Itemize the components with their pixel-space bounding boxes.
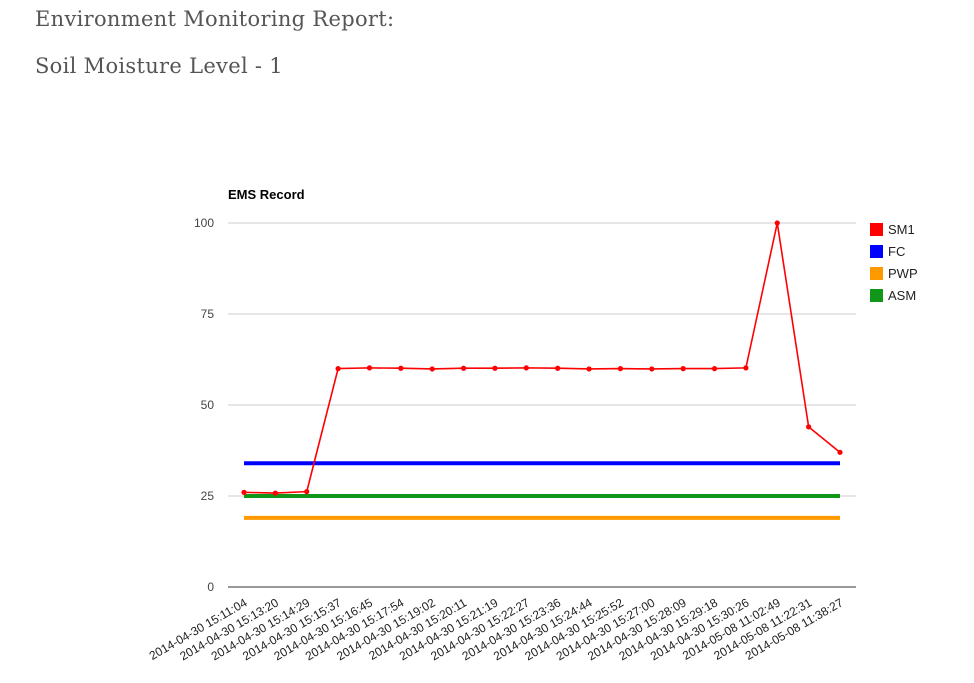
- legend-swatch-asm: [870, 289, 883, 302]
- legend-label-sm1[interactable]: SM1: [888, 222, 915, 237]
- report-subtitle: Soil Moisture Level - 1: [35, 54, 283, 78]
- data-point-sm1[interactable]: [555, 365, 561, 371]
- y-axis-labels: 0 25 50 75 100: [194, 216, 214, 594]
- report-header: Environment Monitoring Report: Soil Mois…: [35, 4, 394, 81]
- legend-label-asm[interactable]: ASM: [888, 288, 916, 303]
- data-point-sm1[interactable]: [366, 365, 373, 371]
- y-tick-label: 50: [201, 398, 215, 412]
- data-point-sm1[interactable]: [649, 366, 655, 372]
- data-point-sm1[interactable]: [335, 366, 341, 372]
- y-tick-label: 75: [201, 307, 215, 321]
- y-tick-label: 100: [194, 216, 214, 230]
- legend-label-fc[interactable]: FC: [888, 244, 905, 259]
- legend-swatch-pwp: [870, 267, 883, 280]
- data-point-sm1[interactable]: [241, 489, 247, 495]
- legend-swatch-fc: [870, 245, 883, 258]
- data-point-sm1[interactable]: [806, 424, 812, 430]
- chart-legend[interactable]: SM1 FC PWP ASM: [870, 222, 918, 303]
- data-point-sm1[interactable]: [398, 365, 404, 371]
- chart-series: [241, 220, 843, 520]
- y-tick-label: 25: [201, 489, 215, 503]
- data-point-sm1[interactable]: [460, 365, 467, 371]
- data-point-sm1[interactable]: [523, 365, 529, 371]
- data-point-sm1[interactable]: [680, 366, 686, 372]
- y-tick-label: 0: [207, 580, 214, 594]
- legend-label-pwp[interactable]: PWP: [888, 266, 918, 281]
- data-point-sm1[interactable]: [492, 365, 498, 371]
- series-line-sm1: [243, 222, 841, 494]
- data-point-sm1[interactable]: [272, 490, 278, 496]
- data-point-sm1[interactable]: [617, 366, 624, 372]
- data-point-sm1[interactable]: [774, 220, 780, 226]
- data-point-sm1[interactable]: [429, 366, 435, 372]
- data-point-sm1[interactable]: [304, 489, 310, 495]
- legend-swatch-sm1: [870, 223, 883, 236]
- report-title: Environment Monitoring Report:: [35, 7, 395, 31]
- data-point-sm1[interactable]: [586, 366, 592, 372]
- data-point-sm1[interactable]: [743, 365, 749, 371]
- chart-title: EMS Record: [228, 187, 305, 202]
- data-point-sm1[interactable]: [711, 366, 718, 372]
- chart-grid: [228, 222, 856, 588]
- data-point-sm1[interactable]: [837, 449, 843, 455]
